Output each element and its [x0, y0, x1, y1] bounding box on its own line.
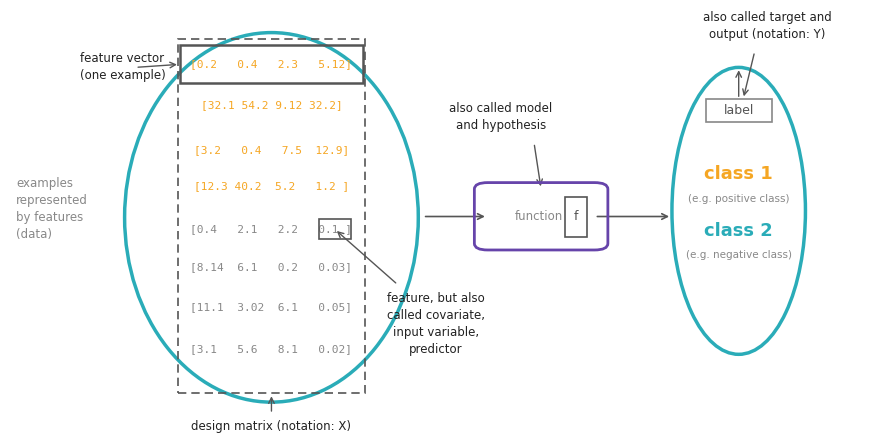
- Text: f: f: [573, 211, 578, 223]
- Text: (e.g. positive class): (e.g. positive class): [688, 194, 789, 204]
- Text: class 1: class 1: [704, 165, 773, 183]
- Text: design matrix (notation: X): design matrix (notation: X): [191, 419, 352, 433]
- Text: examples
represented
by features
(data): examples represented by features (data): [16, 177, 88, 241]
- Text: function: function: [514, 210, 562, 223]
- Text: [12.3 40.2  5.2   1.2 ]: [12.3 40.2 5.2 1.2 ]: [194, 181, 349, 191]
- Text: [3.1   5.6   8.1   0.02]: [3.1 5.6 8.1 0.02]: [190, 344, 352, 354]
- Text: [32.1 54.2 9.12 32.2]: [32.1 54.2 9.12 32.2]: [200, 100, 343, 110]
- Text: feature, but also
called covariate,
input variable,
predictor: feature, but also called covariate, inpu…: [387, 292, 485, 356]
- Bar: [319, 219, 351, 239]
- Text: (e.g. negative class): (e.g. negative class): [685, 250, 792, 260]
- Text: also called target and
output (notation: Y): also called target and output (notation:…: [703, 11, 831, 41]
- Text: [0.2   0.4   2.3   5.12]: [0.2 0.4 2.3 5.12]: [190, 59, 352, 69]
- Bar: [180, 45, 363, 83]
- Text: [11.1  3.02  6.1   0.05]: [11.1 3.02 6.1 0.05]: [190, 303, 352, 312]
- Text: class 2: class 2: [704, 222, 773, 240]
- Bar: [565, 197, 587, 237]
- Text: label: label: [724, 104, 754, 117]
- Text: [3.2   0.4   7.5  12.9]: [3.2 0.4 7.5 12.9]: [194, 145, 349, 155]
- Bar: [178, 39, 365, 393]
- Text: [0.4   2.1   2.2   0.1 ]: [0.4 2.1 2.2 0.1 ]: [190, 225, 352, 235]
- Bar: [706, 99, 772, 122]
- Text: feature vector
(one example): feature vector (one example): [80, 52, 166, 82]
- Text: also called model
and hypothesis: also called model and hypothesis: [449, 102, 553, 133]
- Text: [8.14  6.1   0.2   0.03]: [8.14 6.1 0.2 0.03]: [190, 262, 352, 272]
